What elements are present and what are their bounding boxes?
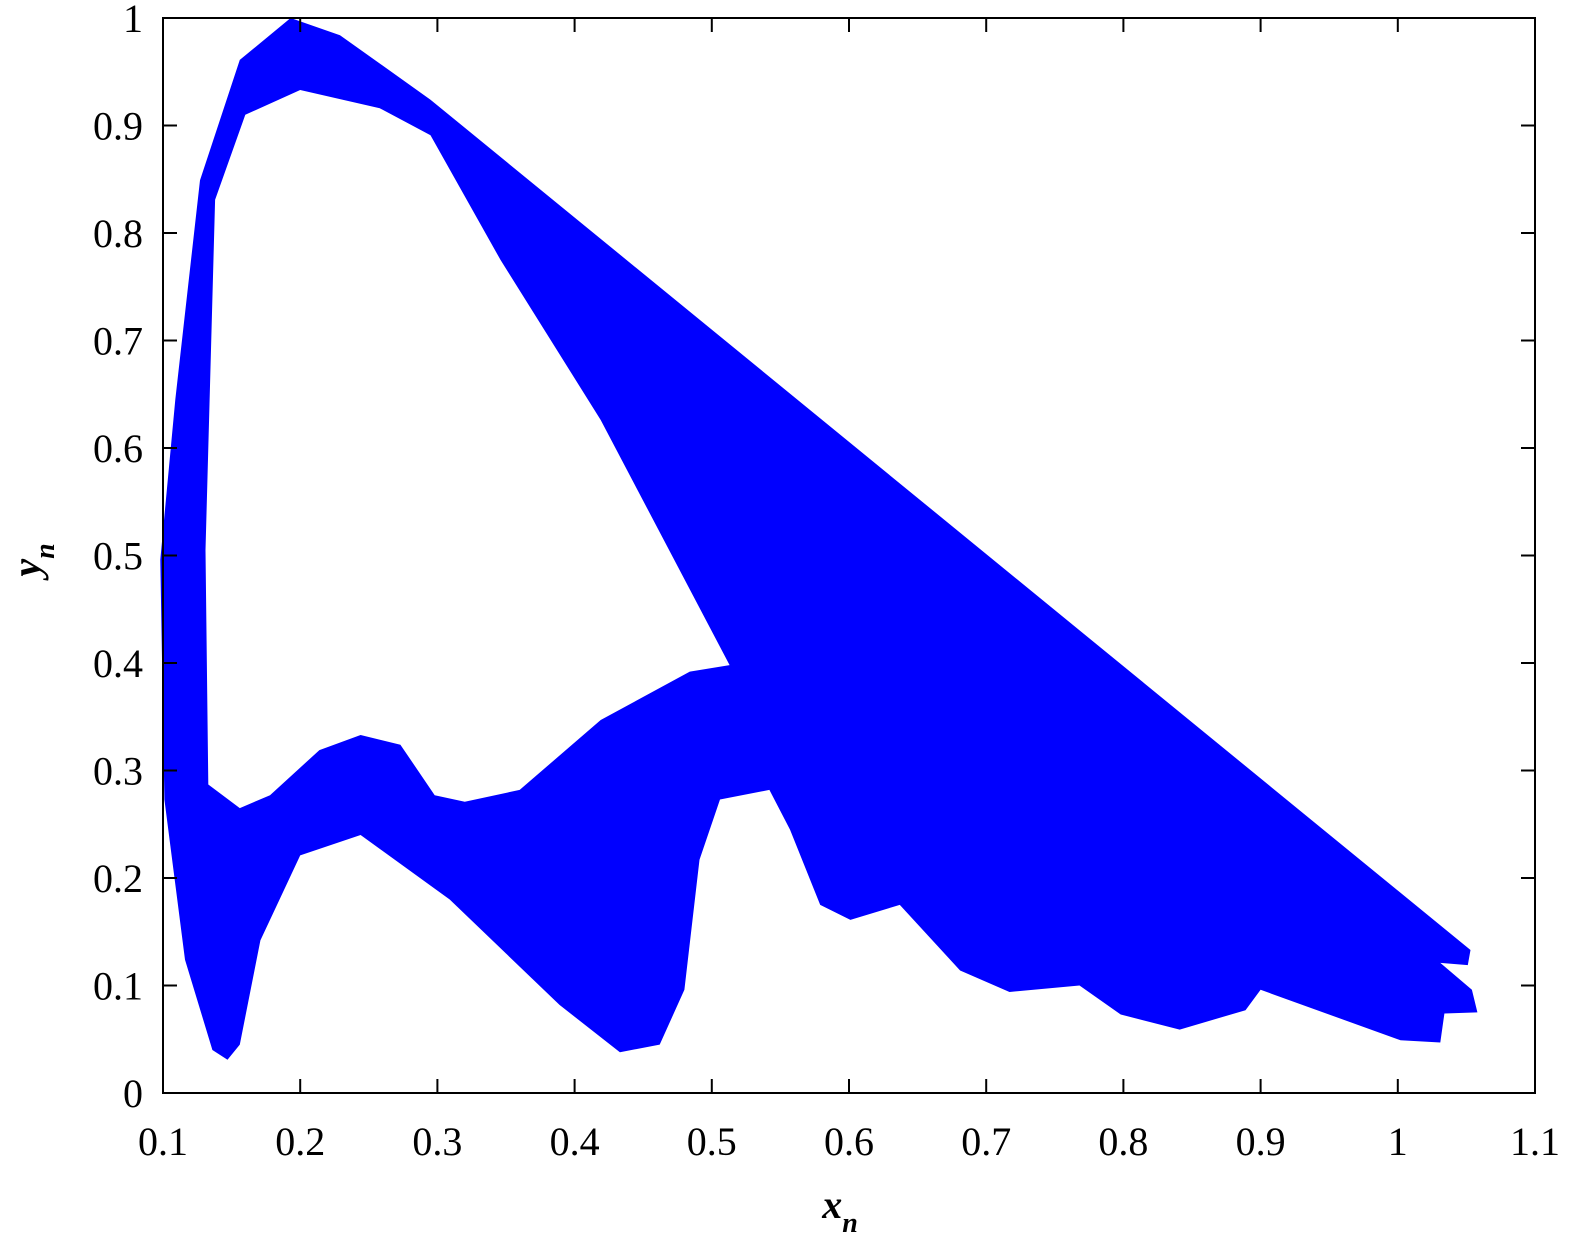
y-axis-label: yn: [4, 543, 61, 580]
y-tick-label: 0.3: [93, 749, 143, 794]
y-tick-label: 0.6: [93, 426, 143, 471]
x-tick-label: 1: [1388, 1119, 1408, 1164]
x-axis-label-sub: n: [842, 1208, 858, 1239]
x-tick-label: 0.5: [687, 1119, 737, 1164]
y-tick-label: 1: [123, 0, 143, 41]
y-tick-label: 0.7: [93, 319, 143, 364]
x-tick-label: 0.6: [824, 1119, 874, 1164]
y-axis-label-main: y: [4, 559, 49, 581]
y-tick-label: 0.2: [93, 856, 143, 901]
x-tick-label: 0.3: [412, 1119, 462, 1164]
y-tick-label: 0.4: [93, 641, 143, 686]
attractor-region: [160, 18, 1478, 1060]
x-tick-label: 0.1: [138, 1119, 188, 1164]
y-tick-label: 0.5: [93, 534, 143, 579]
y-tick-label: 0: [123, 1071, 143, 1116]
x-tick-label: 0.4: [550, 1119, 600, 1164]
x-tick-label: 0.9: [1236, 1119, 1286, 1164]
y-axis-label-sub: n: [30, 543, 61, 559]
x-axis-label: xn: [821, 1182, 858, 1239]
y-tick-label: 0.8: [93, 211, 143, 256]
y-tick-label: 0.1: [93, 964, 143, 1009]
x-tick-label: 1.1: [1510, 1119, 1560, 1164]
x-axis-label-main: x: [821, 1182, 842, 1227]
x-tick-label: 0.8: [1098, 1119, 1148, 1164]
x-tick-label: 0.7: [961, 1119, 1011, 1164]
x-tick-label: 0.2: [275, 1119, 325, 1164]
y-tick-label: 0.9: [93, 104, 143, 149]
